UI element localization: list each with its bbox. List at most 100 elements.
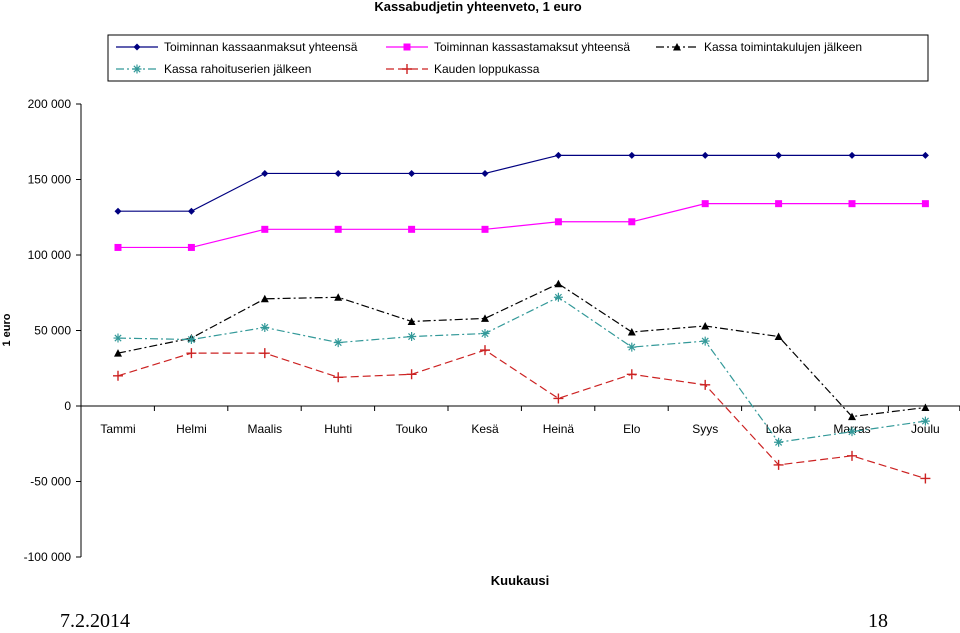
data-point [554, 279, 563, 288]
x-tick-label: Maalis [247, 422, 282, 436]
data-point [847, 427, 857, 437]
data-point [334, 169, 342, 177]
legend-item: Kassa toimintakulujen jälkeen [656, 40, 862, 54]
data-point [333, 338, 343, 348]
data-point [774, 332, 783, 341]
data-point [921, 200, 929, 208]
x-tick-label: Heinä [543, 422, 575, 436]
x-tick-label: Tammi [100, 422, 135, 436]
x-tick-label: Huhti [324, 422, 352, 436]
data-point [480, 345, 490, 356]
data-point [113, 333, 123, 343]
data-point [481, 169, 489, 177]
data-point [848, 200, 856, 208]
data-point [848, 412, 856, 421]
legend-item: Toiminnan kassaanmaksut yhteensä [116, 40, 358, 54]
series-line [117, 349, 926, 480]
data-point [553, 393, 564, 404]
y-axis-label: 1 euro [1, 313, 13, 346]
y-tick-label: 200 000 [28, 97, 72, 111]
series-layer [113, 151, 931, 484]
x-tick-label: Elo [623, 422, 641, 436]
data-point [407, 332, 417, 342]
series-1 [114, 151, 929, 215]
legend-label: Toiminnan kassaanmaksut yhteensä [164, 40, 358, 54]
data-point [334, 225, 342, 233]
y-tick-label: 0 [64, 399, 71, 413]
data-point [775, 200, 783, 208]
series-2 [114, 200, 929, 251]
data-point [628, 151, 636, 159]
data-point [261, 169, 269, 177]
data-point [627, 342, 637, 352]
x-tick-label: Syys [692, 422, 718, 436]
data-point [186, 335, 196, 345]
legend-label: Toiminnan kassastamaksut yhteensä [434, 40, 630, 54]
data-point [554, 218, 562, 226]
data-point [700, 336, 710, 346]
data-point [848, 151, 856, 159]
data-point [260, 322, 270, 332]
data-point [700, 379, 711, 390]
legend-item: Kassa rahoituserien jälkeen [116, 62, 311, 76]
series-line [117, 283, 926, 418]
data-point [774, 437, 784, 447]
legend: Toiminnan kassaanmaksut yhteensä Toiminna… [116, 40, 862, 76]
legend-label: Kassa toimintakulujen jälkeen [704, 40, 862, 54]
data-point [628, 218, 636, 226]
data-point [701, 200, 709, 208]
data-point [406, 369, 417, 380]
legend-item: Toiminnan kassastamaksut yhteensä [386, 40, 630, 54]
y-tick-label: -50 000 [30, 475, 71, 489]
legend-label: Kassa rahoituserien jälkeen [164, 62, 311, 76]
legend-marker [402, 64, 412, 74]
y-tick-label: -100 000 [24, 550, 72, 564]
series-5 [113, 345, 931, 484]
data-point [554, 151, 562, 159]
data-point [701, 151, 709, 159]
data-point [920, 416, 930, 426]
data-point [480, 329, 490, 339]
footer-date: 7.2.2014 [60, 610, 130, 632]
x-tick-label: Kesä [471, 422, 499, 436]
data-point [408, 169, 416, 177]
series-3 [114, 279, 930, 421]
legend-marker [133, 43, 141, 51]
data-point [407, 317, 416, 325]
data-point [114, 243, 122, 251]
y-tick-label: 100 000 [28, 248, 72, 262]
data-point [553, 292, 563, 302]
series-line [118, 203, 926, 249]
data-point [260, 294, 269, 303]
x-tick-label: Joulu [911, 422, 940, 436]
data-point [921, 403, 930, 412]
series-line [118, 154, 926, 212]
footer-page-number: 18 [868, 610, 888, 632]
x-axis-label: Kuukausi [491, 573, 550, 588]
data-point [920, 473, 931, 484]
data-point [701, 321, 710, 330]
data-point [187, 243, 195, 251]
legend-marker [673, 43, 681, 51]
legend-item: Kauden loppukassa [386, 62, 540, 76]
axes: 200 000 150 000 100 000 50 000 0 -50 000 -100 … [24, 97, 960, 564]
data-point [773, 459, 784, 470]
data-point [334, 293, 343, 301]
y-tick-label: 50 000 [34, 324, 71, 338]
data-point [259, 348, 270, 359]
legend-label: Kauden loppukassa [434, 62, 540, 76]
data-point [114, 207, 122, 215]
data-point [626, 369, 637, 380]
x-tick-label: Helmi [176, 422, 207, 436]
data-point [481, 314, 489, 322]
data-point [113, 370, 123, 381]
series-line [117, 296, 926, 443]
data-point [921, 151, 929, 159]
legend-marker [403, 43, 411, 51]
legend-box [107, 34, 929, 82]
data-point [333, 372, 344, 383]
data-point [481, 225, 489, 233]
data-point [408, 225, 416, 233]
data-point [114, 349, 122, 357]
